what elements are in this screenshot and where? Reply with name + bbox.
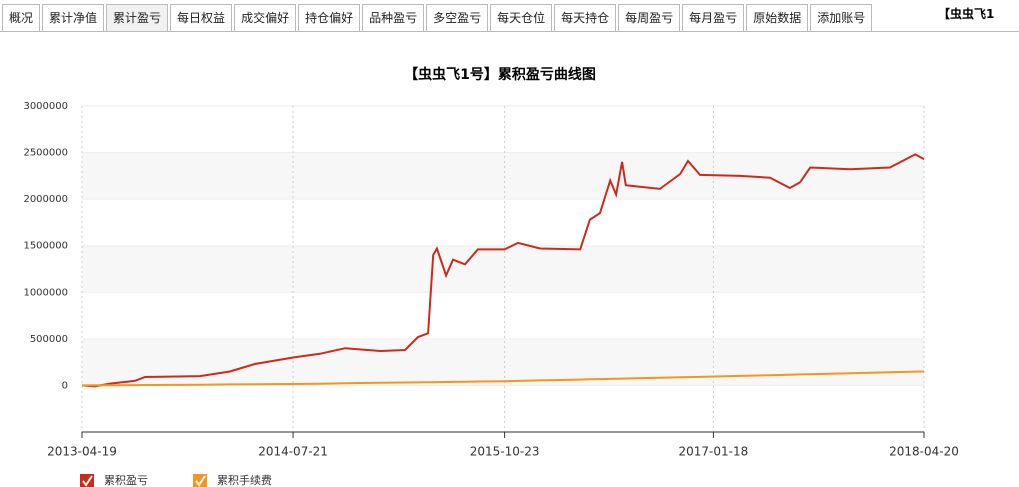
tab[interactable]: 持仓偏好 bbox=[298, 4, 361, 32]
tab[interactable]: 品种盈亏 bbox=[362, 4, 425, 32]
y-tick-label: 0 bbox=[62, 380, 68, 391]
tab-bar: 概况 累计净值 累计盈亏 每日权益 成交偏好 持仓偏好 品种盈亏 多空盈亏 每天仓位 每天持仓 每周… bbox=[2, 4, 874, 32]
tab[interactable]: 成交偏好 bbox=[234, 4, 297, 32]
tab[interactable]: 累计盈亏 bbox=[106, 4, 169, 32]
chart-title: 【虫虫飞1号】累积盈亏曲线图 bbox=[404, 66, 596, 83]
legend-label[interactable]: 累积手续费 bbox=[217, 473, 272, 487]
tab[interactable]: 多空盈亏 bbox=[426, 4, 489, 32]
legend-check bbox=[82, 475, 93, 487]
x-tick-label: 2018-04-20 bbox=[889, 445, 959, 459]
series-line bbox=[81, 370, 925, 387]
y-tick-label: 3000000 bbox=[23, 101, 68, 112]
tab-divider bbox=[0, 31, 1019, 32]
x-tick-label: 2014-07-21 bbox=[258, 445, 328, 459]
y-tick-label: 1500000 bbox=[23, 241, 68, 252]
tab[interactable]: 每天仓位 bbox=[490, 4, 553, 32]
x-tick-label: 2015-10-23 bbox=[470, 445, 540, 459]
tab[interactable]: 每日权益 bbox=[170, 4, 233, 32]
x-tick-label: 2017-01-18 bbox=[679, 445, 749, 459]
y-tick-label: 500000 bbox=[30, 334, 68, 345]
tab[interactable]: 每月盈亏 bbox=[682, 4, 745, 32]
account-name: 【虫虫飞1 bbox=[938, 7, 995, 21]
legend-check bbox=[195, 475, 206, 487]
grid-band bbox=[82, 245, 924, 293]
grid-band bbox=[82, 152, 924, 200]
grid-band bbox=[82, 338, 924, 386]
x-tick-label: 2013-04-19 bbox=[47, 445, 117, 459]
tab[interactable]: 累计净值 bbox=[42, 4, 105, 32]
y-tick-label: 1000000 bbox=[23, 287, 68, 298]
y-tick-label: 2000000 bbox=[23, 194, 68, 205]
tab[interactable]: 添加账号 bbox=[810, 4, 873, 32]
tab[interactable]: 每天持仓 bbox=[554, 4, 617, 32]
series-line bbox=[81, 153, 925, 388]
tab[interactable]: 每周盈亏 bbox=[618, 4, 681, 32]
tab[interactable]: 原始数据 bbox=[746, 4, 809, 32]
y-tick-label: 2500000 bbox=[23, 148, 68, 159]
legend-label[interactable]: 累积盈亏 bbox=[104, 474, 148, 487]
tab[interactable]: 概况 bbox=[2, 4, 41, 32]
